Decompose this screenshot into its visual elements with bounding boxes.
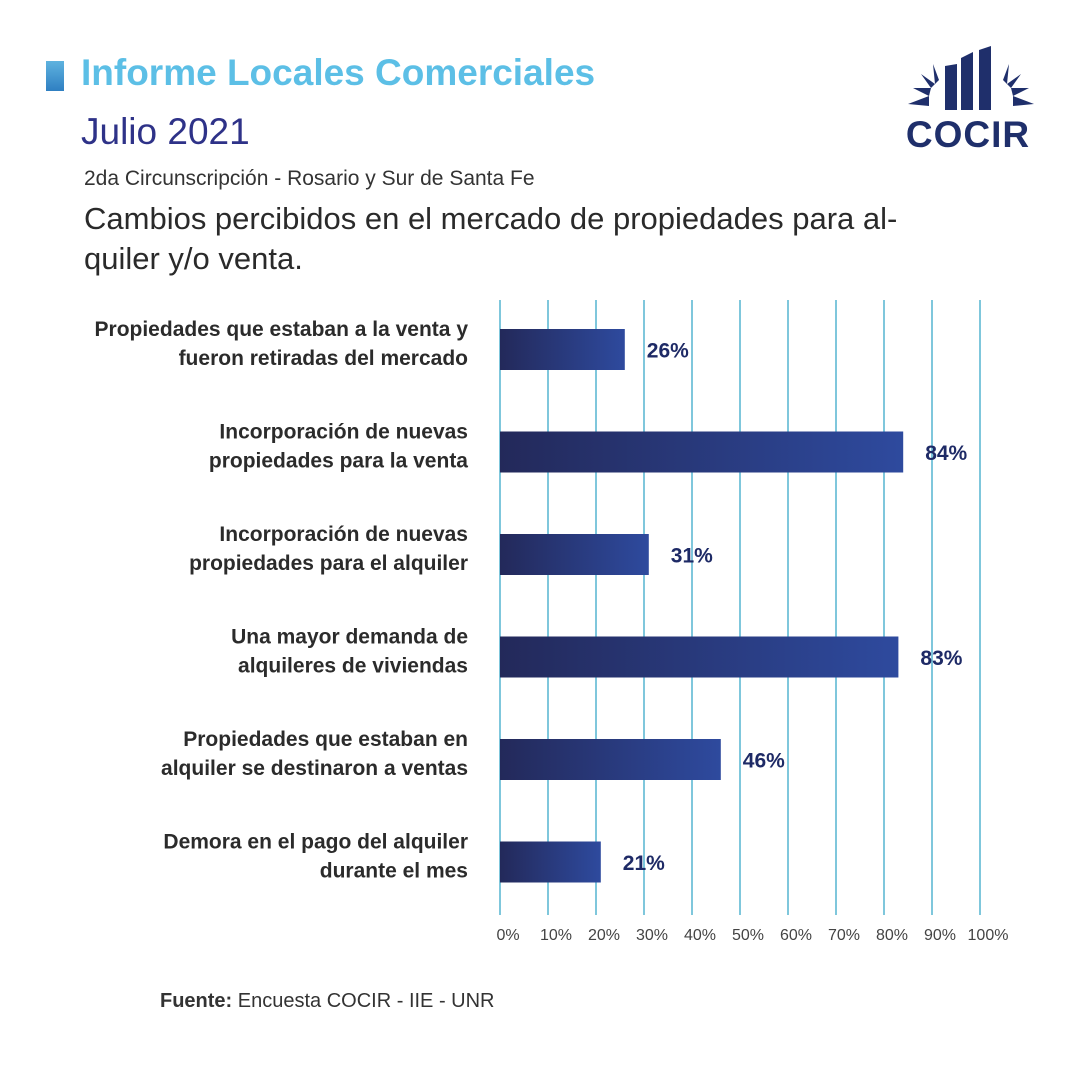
cocir-building-logo-icon — [908, 46, 1034, 110]
x-axis-ticks: 0% 10% 20% 30% 40% 50% 60% 70% 80% 90% 100% — [496, 927, 1008, 944]
category-label: alquileres de viviendas — [238, 655, 468, 678]
chart-title-line-1: Cambios percibidos en el mercado de prop… — [84, 201, 898, 236]
category-label: propiedades para la venta — [209, 450, 468, 473]
category-label: alquiler se destinaron a ventas — [161, 757, 468, 780]
x-tick-label: 60% — [780, 927, 812, 944]
x-tick-label: 100% — [968, 927, 1009, 944]
bar — [500, 739, 721, 780]
x-tick-label: 20% — [588, 927, 620, 944]
bar-value-label: 83% — [920, 647, 962, 670]
bar-value-label: 26% — [647, 340, 689, 363]
bar-value-label: 21% — [623, 852, 665, 875]
x-tick-label: 30% — [636, 927, 668, 944]
x-tick-label: 70% — [828, 927, 860, 944]
x-tick-label: 10% — [540, 927, 572, 944]
category-label: Propiedades que estaban en — [183, 728, 468, 751]
category-label: propiedades para el alquiler — [189, 552, 468, 575]
source-text: Encuesta COCIR - IIE - UNR — [232, 990, 495, 1012]
x-tick-label: 50% — [732, 927, 764, 944]
source-note: Fuente: Encuesta COCIR - IIE - UNR — [160, 990, 495, 1013]
bar — [500, 329, 625, 370]
category-label: Incorporación de nuevas — [219, 421, 468, 444]
gridlines — [499, 300, 981, 915]
category-labels: Propiedades que estaban a la venta y fuer… — [95, 318, 469, 883]
chart-title-line-2: quiler y/o venta. — [84, 241, 303, 276]
bar-value-label: 84% — [925, 442, 967, 465]
title-marker — [46, 61, 64, 91]
category-label: Una mayor demanda de — [231, 626, 468, 649]
bar-value-label: 31% — [671, 545, 713, 568]
bar-chart: 26% 84% 31% 83% 46% 21% Propiedades que estab… — [95, 300, 1008, 944]
source-label: Fuente: — [160, 990, 233, 1012]
x-tick-label: 90% — [924, 927, 956, 944]
bar — [500, 534, 649, 575]
bar — [500, 431, 904, 473]
category-label: Propiedades que estaban a la venta y — [95, 318, 469, 341]
report-title: Informe Locales Comerciales — [81, 52, 596, 93]
bar — [500, 841, 601, 883]
x-tick-label: 80% — [876, 927, 908, 944]
cocir-logo: COCIR — [905, 44, 1037, 164]
logo-text: COCIR — [905, 114, 1031, 155]
bar-value-label: 46% — [743, 750, 785, 773]
report-date: Julio 2021 — [81, 111, 250, 152]
category-label: Demora en el pago del alquiler — [163, 831, 468, 854]
category-label: durante el mes — [320, 860, 468, 883]
bar — [500, 636, 899, 678]
region-subtitle: 2da Circunscripción - Rosario y Sur de S… — [84, 167, 535, 190]
category-label: Incorporación de nuevas — [219, 523, 468, 546]
x-tick-label: 0% — [496, 927, 519, 944]
category-label: fueron retiradas del mercado — [179, 347, 468, 370]
x-tick-label: 40% — [684, 927, 716, 944]
bars: 26% 84% 31% 83% 46% 21% — [500, 329, 968, 883]
chart-title: Cambios percibidos en el mercado de prop… — [84, 199, 984, 279]
